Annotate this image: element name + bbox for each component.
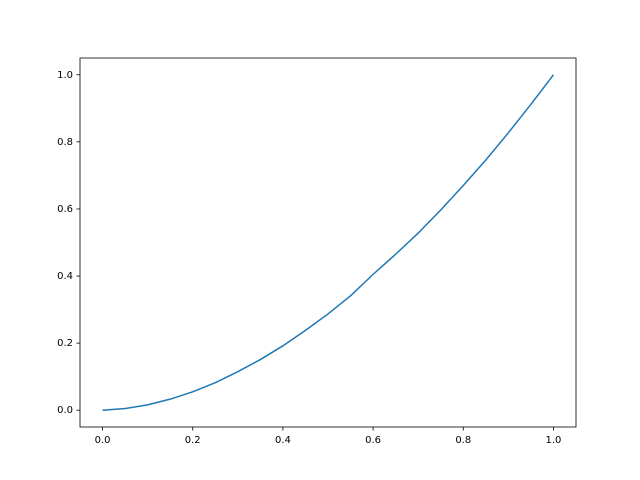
x-tick-label: 0.0	[95, 435, 111, 446]
x-tick-label: 0.6	[365, 435, 381, 446]
y-tick-label: 0.2	[57, 338, 73, 349]
x-tick-label: 1.0	[546, 435, 562, 446]
y-tick-label: 0.0	[57, 405, 73, 416]
axes-frame	[79, 57, 577, 428]
line-series	[102, 74, 555, 411]
x-tick-label: 0.4	[275, 435, 291, 446]
y-tick-label: 0.6	[57, 204, 73, 215]
x-tick-label: 0.2	[185, 435, 201, 446]
y-tick-label: 0.8	[57, 137, 73, 148]
y-tick-label: 1.0	[57, 70, 73, 81]
y-tick-label: 0.4	[57, 271, 73, 282]
x-tick-label: 0.8	[455, 435, 471, 446]
